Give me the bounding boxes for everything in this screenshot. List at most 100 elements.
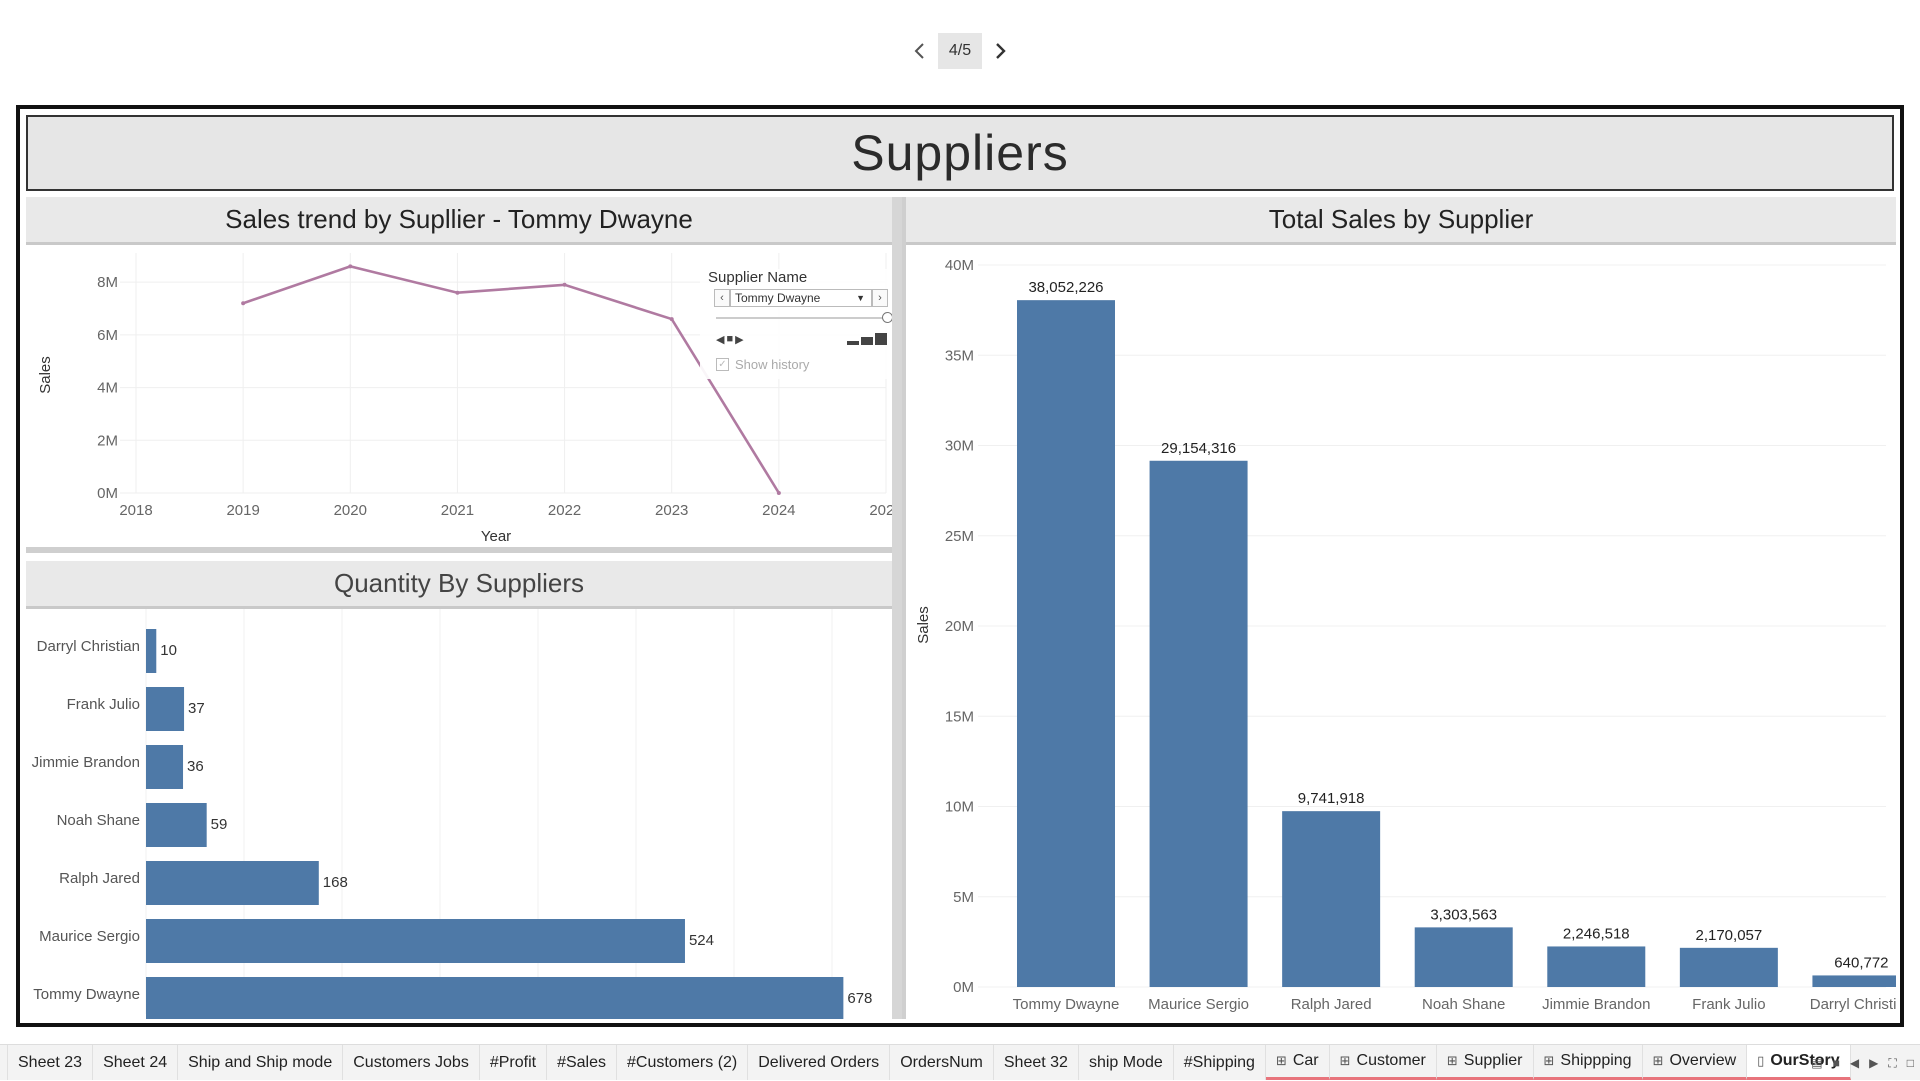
- tab-label: Ship and Ship mode: [188, 1053, 333, 1071]
- tab-bar-tools: ▤ ■ ◀ ▶ ⛶ □: [1811, 1045, 1914, 1081]
- sales-trend-title: Sales trend by Supllier - Tommy Dwayne: [26, 197, 892, 245]
- tab-customers-jobs[interactable]: Customers Jobs: [343, 1045, 480, 1080]
- x-tick-label: 2021: [441, 502, 474, 519]
- scroll-right-icon[interactable]: ▶: [1869, 1056, 1879, 1070]
- quantity-bar: [146, 977, 844, 1019]
- tab-label: Sheet 23: [18, 1053, 83, 1071]
- show-history-toggle[interactable]: ✓ Show history: [716, 357, 809, 372]
- trend-point: [562, 282, 567, 287]
- tab-sheet-23[interactable]: Sheet 23: [8, 1045, 94, 1080]
- y-tick-label: 8M: [97, 274, 118, 291]
- story-icon: ▯: [1757, 1053, 1765, 1068]
- category-label: Maurice Sergio: [1148, 996, 1249, 1013]
- chevron-right-icon: ›: [878, 292, 882, 304]
- story-page-indicator: 4/5: [938, 33, 982, 69]
- sales-bar: [1812, 975, 1896, 987]
- stop-icon[interactable]: ■: [726, 333, 734, 345]
- sales-bar: [1547, 946, 1646, 987]
- tab-shippping[interactable]: ⊞ Shippping: [1533, 1045, 1643, 1080]
- tab-customers-2[interactable]: #Customers (2): [617, 1045, 749, 1080]
- scroll-left-icon[interactable]: ◀: [1849, 1056, 1860, 1070]
- quantity-bar: [146, 629, 157, 673]
- tab-supplier[interactable]: ⊞ Supplier: [1436, 1045, 1534, 1080]
- category-label: Ralph Jared: [1291, 996, 1372, 1013]
- tab-delivered-orders[interactable]: Delivered Orders: [748, 1045, 891, 1080]
- y-tick-label: 6M: [97, 327, 118, 344]
- sales-bar: [1282, 811, 1381, 987]
- show-history-label: Show history: [735, 357, 810, 372]
- show-filmstrip-icon[interactable]: ▤: [1811, 1056, 1823, 1070]
- filter-next-button[interactable]: ›: [872, 289, 888, 307]
- tab-overview[interactable]: ⊞ Overview: [1642, 1045, 1748, 1080]
- data-label: 9,741,918: [1298, 790, 1365, 807]
- x-tick-label: 2023: [655, 502, 688, 519]
- dashboard-title: Suppliers: [851, 125, 1069, 181]
- supplier-dropdown[interactable]: Tommy Dwayne ▼: [730, 289, 872, 307]
- tab-label: Sheet 32: [1003, 1053, 1068, 1071]
- tab-edge: [0, 1045, 8, 1080]
- speed-medium-icon[interactable]: [861, 337, 873, 345]
- data-label: 678: [847, 990, 872, 1007]
- data-label: 2,246,518: [1563, 925, 1630, 942]
- category-label: Jimmie Brandon: [32, 754, 140, 771]
- y-tick-label: 15M: [945, 708, 974, 725]
- quantity-bar: [146, 919, 685, 963]
- trend-point: [776, 491, 781, 495]
- tab-label: #Customers (2): [627, 1053, 738, 1071]
- category-label: Darryl Christian: [37, 638, 140, 655]
- step-back-icon[interactable]: ◀: [716, 334, 725, 346]
- tab-ordersnum[interactable]: OrdersNum: [890, 1045, 994, 1080]
- prev-story-point-button[interactable]: [905, 33, 935, 69]
- tab-sales[interactable]: #Sales: [547, 1045, 617, 1080]
- tab-customer[interactable]: ⊞ Customer: [1329, 1045, 1437, 1080]
- filter-slider-track[interactable]: [716, 317, 888, 319]
- next-story-point-button[interactable]: [985, 33, 1015, 69]
- sales-trend-chart[interactable]: 2018 2019 2020 2021 2022 2023 2024 2025 0M 2M 4M 6M…: [26, 245, 892, 547]
- data-label: 37: [188, 700, 205, 717]
- tab-ship-mode[interactable]: ship Mode: [1079, 1045, 1174, 1080]
- y-tick-label: 10M: [945, 799, 974, 816]
- y-axis-label: Sales: [37, 356, 54, 394]
- tab-ship-and-ship-mode[interactable]: Ship and Ship mode: [178, 1045, 344, 1080]
- tab-shipping[interactable]: #Shipping: [1174, 1045, 1266, 1080]
- trend-point: [241, 301, 246, 306]
- chevron-right-icon: [996, 43, 1006, 59]
- trend-point: [455, 290, 460, 295]
- category-label: Maurice Sergio: [39, 928, 140, 945]
- speed-slow-icon[interactable]: [847, 341, 859, 345]
- category-label: Ralph Jared: [59, 870, 140, 887]
- quantity-bar: [146, 861, 319, 905]
- tab-profit[interactable]: #Profit: [480, 1045, 548, 1080]
- presentation-icon[interactable]: □: [1906, 1056, 1914, 1070]
- play-icon[interactable]: ▶: [735, 334, 744, 346]
- trend-point: [669, 317, 674, 322]
- quantity-bar: [146, 687, 185, 731]
- tab-sheet-24[interactable]: Sheet 24: [93, 1045, 179, 1080]
- tab-label: Delivered Orders: [758, 1053, 880, 1071]
- x-tick-label: 2020: [334, 502, 367, 519]
- category-label: Frank Julio: [67, 696, 140, 713]
- category-label: Jimmie Brandon: [1542, 996, 1650, 1013]
- fit-icon[interactable]: ⛶: [1888, 1055, 1897, 1070]
- dashboard-icon: ⊞: [1446, 1053, 1458, 1068]
- tab-label: #Sales: [557, 1053, 606, 1071]
- tab-sheet-32[interactable]: Sheet 32: [994, 1045, 1079, 1080]
- sales-trend-line: [242, 265, 780, 494]
- category-label: Noah Shane: [1422, 996, 1505, 1013]
- tab-label: Overview: [1669, 1052, 1737, 1069]
- show-tabs-icon[interactable]: ■: [1832, 1056, 1840, 1070]
- quantity-bar: [146, 803, 207, 847]
- y-tick-label: 2M: [97, 432, 118, 449]
- tab-label: Supplier: [1463, 1052, 1523, 1069]
- tab-label: Car: [1292, 1052, 1319, 1069]
- tab-ourstory[interactable]: ▯ OurStory: [1747, 1045, 1851, 1080]
- dashboard-icon: ⊞: [1275, 1053, 1287, 1068]
- y-tick-label: 35M: [945, 347, 974, 364]
- tab-label: ship Mode: [1088, 1053, 1163, 1071]
- quantity-chart[interactable]: Darryl Christian 10 Frank Julio 37 Jimmie Br…: [26, 609, 892, 1019]
- data-label: 524: [689, 932, 714, 949]
- filter-prev-button[interactable]: ‹: [714, 289, 730, 307]
- total-sales-chart[interactable]: 0M 5M 10M 15M 20M 25M 30M 35M 40M Sales 38,052,226…: [906, 245, 1896, 1019]
- speed-fast-icon[interactable]: [875, 333, 887, 345]
- tab-car[interactable]: ⊞ Car: [1265, 1045, 1330, 1080]
